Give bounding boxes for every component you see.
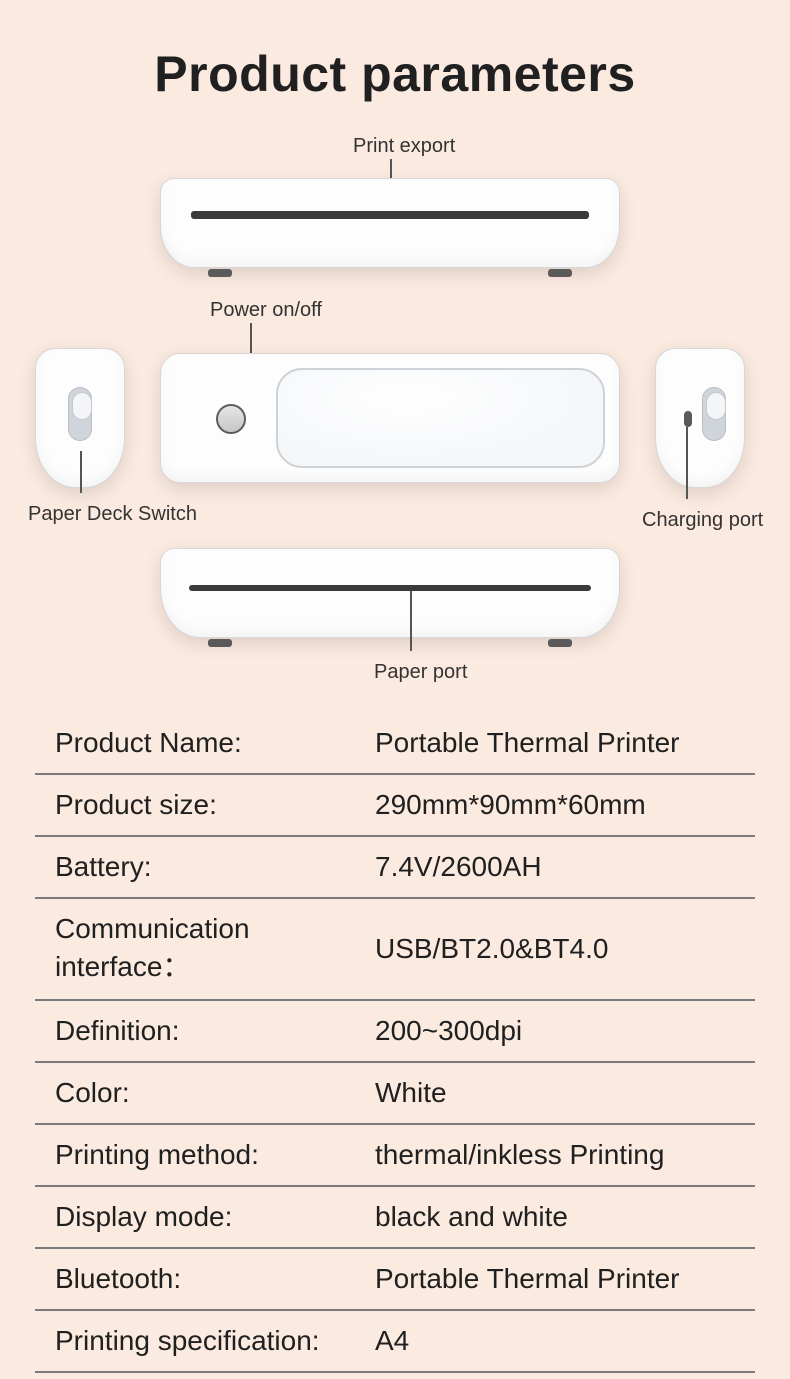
spec-value: A4 [355,1310,755,1372]
table-row: Printing specification:A4 [35,1310,755,1372]
device-back-view [160,178,620,268]
spec-label: Definition: [35,1000,355,1062]
power-button-icon [216,404,246,434]
spec-label: Product size: [35,774,355,836]
table-row: Display mode:black and white [35,1186,755,1248]
lead-paper-deck [80,451,82,493]
label-power: Power on/off [210,299,322,322]
charging-port-icon [684,411,692,427]
device-foot [548,269,572,277]
spec-label: Communication interface： [35,898,355,1000]
spec-label: Printing specification: [35,1310,355,1372]
lead-paper-port [410,591,412,651]
device-cover-panel [276,368,605,468]
spec-label: Printing method: [35,1124,355,1186]
device-top-view [160,353,620,483]
spec-value: 200~300dpi [355,1000,755,1062]
page-title: Product parameters [0,0,790,103]
table-row: Color:White [35,1062,755,1124]
table-row: Bluetooth:Portable Thermal Printer [35,1248,755,1310]
table-row: Battery:7.4V/2600AH [35,836,755,898]
product-diagram: Print export Power on/off Paper Deck Swi… [0,103,790,713]
spec-value: 290mm*90mm*60mm [355,774,755,836]
table-row: Communication interface：USB/BT2.0&BT4.0 [35,898,755,1000]
spec-label: Battery: [35,836,355,898]
paper-deck-switch-icon [68,387,92,441]
label-charging: Charging port [642,509,763,532]
table-row: Printing method:thermal/inkless Printing [35,1124,755,1186]
device-front-view [160,548,620,638]
label-paper-deck: Paper Deck Switch [28,503,197,526]
side-slider-icon [702,387,726,441]
spec-value: USB/BT2.0&BT4.0 [355,898,755,1000]
spec-value: thermal/inkless Printing [355,1124,755,1186]
spec-label: Display mode: [35,1186,355,1248]
device-foot [208,269,232,277]
device-right-side-view [655,348,745,488]
table-row: Product size:290mm*90mm*60mm [35,774,755,836]
spec-value: 7.4V/2600AH [355,836,755,898]
spec-value: black and white [355,1186,755,1248]
spec-table: Product Name:Portable Thermal PrinterPro… [35,713,755,1373]
label-print-export: Print export [353,135,455,158]
spec-label: Product Name: [35,713,355,774]
label-paper-port: Paper port [374,661,467,684]
spec-value: White [355,1062,755,1124]
device-foot [548,639,572,647]
table-row: Definition:200~300dpi [35,1000,755,1062]
spec-label: Bluetooth: [35,1248,355,1310]
spec-value: Portable Thermal Printer [355,713,755,774]
table-row: Product Name:Portable Thermal Printer [35,713,755,774]
lead-charging [686,427,688,499]
device-foot [208,639,232,647]
spec-value: Portable Thermal Printer [355,1248,755,1310]
spec-label: Color: [35,1062,355,1124]
